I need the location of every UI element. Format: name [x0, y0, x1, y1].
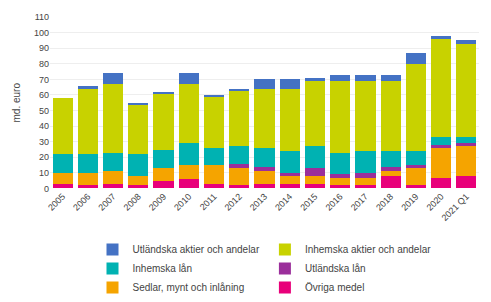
- svg-text:Utländska aktier och andelar: Utländska aktier och andelar: [133, 244, 260, 255]
- svg-text:2012: 2012: [223, 192, 244, 213]
- svg-text:md. euro: md. euro: [11, 83, 22, 123]
- svg-text:70: 70: [39, 75, 49, 85]
- svg-text:2010: 2010: [172, 192, 193, 213]
- svg-text:2019: 2019: [399, 192, 420, 213]
- svg-text:2013: 2013: [248, 192, 269, 213]
- svg-text:2007: 2007: [96, 192, 117, 213]
- svg-text:2018: 2018: [374, 192, 395, 213]
- svg-text:40: 40: [39, 121, 49, 131]
- svg-text:2014: 2014: [273, 192, 294, 213]
- svg-text:2006: 2006: [71, 192, 92, 213]
- svg-text:2011: 2011: [198, 192, 219, 213]
- svg-text:Inhemska aktier och andelar: Inhemska aktier och andelar: [305, 244, 431, 255]
- svg-text:Utländska lån: Utländska lån: [305, 263, 366, 274]
- svg-text:80: 80: [39, 59, 49, 69]
- svg-text:30: 30: [39, 137, 49, 147]
- svg-text:Inhemska lån: Inhemska lån: [133, 263, 192, 274]
- svg-text:90: 90: [39, 43, 49, 53]
- svg-text:Sedlar, mynt och inlåning: Sedlar, mynt och inlåning: [133, 282, 245, 293]
- svg-text:2005: 2005: [46, 192, 67, 213]
- svg-text:100: 100: [34, 28, 49, 38]
- svg-text:2020: 2020: [425, 192, 446, 213]
- svg-text:10: 10: [39, 168, 49, 178]
- svg-text:20: 20: [39, 152, 49, 162]
- svg-text:2009: 2009: [147, 192, 168, 213]
- svg-text:2021 Q1: 2021 Q1: [439, 192, 470, 223]
- svg-text:0: 0: [44, 184, 49, 194]
- svg-text:2017: 2017: [349, 192, 370, 213]
- svg-text:Övriga medel: Övriga medel: [305, 282, 364, 293]
- svg-text:110: 110: [35, 12, 49, 22]
- svg-text:60: 60: [39, 90, 49, 100]
- svg-text:2016: 2016: [324, 192, 345, 213]
- svg-text:2008: 2008: [122, 192, 143, 213]
- svg-text:2015: 2015: [298, 192, 319, 213]
- svg-text:50: 50: [39, 106, 49, 116]
